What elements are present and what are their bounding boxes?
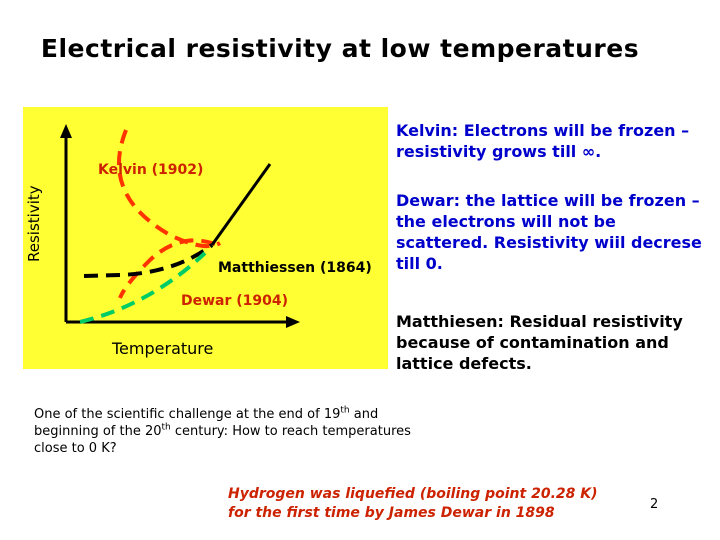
challenge-sup2: th [161,422,171,433]
kelvin-curve-label: Kelvin (1902) [98,162,204,178]
y-axis-arrow [60,124,72,138]
challenge-part1: One of the scientific challenge at the e… [34,407,341,422]
kelvin-curve-low [118,238,216,299]
kelvin-curve [117,129,222,249]
matthiessen-curve-label: Matthiessen (1864) [218,260,372,276]
page-title: Electrical resistivity at low temperatur… [40,34,640,63]
axes [60,124,300,328]
challenge-part3: century: How to reach temperatures close… [34,424,411,456]
hydrogen-note: Hydrogen was liquefied (boiling point 20… [228,486,598,521]
challenge-text: One of the scientific challenge at the e… [34,406,414,457]
kelvin-note: Kelvin: Electrons will be frozen – resis… [396,121,690,161]
matthiessen-curve [210,163,272,246]
challenge-part2: and beginning of the 20 [34,407,379,439]
diagram-panel [23,107,388,369]
dewar-curve [79,251,207,324]
matthiessen-residual [83,243,214,278]
matthiessen-note: Matthiesen: Residual resistivity because… [396,312,683,373]
page-number: 2 [650,497,659,512]
x-axis-label: Temperature [112,339,214,358]
x-axis-arrow [286,316,300,328]
dewar-note: Dewar: the lattice will be frozen – the … [396,191,702,273]
dewar-curve-label: Dewar (1904) [181,293,289,309]
challenge-sup1: th [340,405,350,416]
y-axis-label: Resistivity [25,185,43,262]
